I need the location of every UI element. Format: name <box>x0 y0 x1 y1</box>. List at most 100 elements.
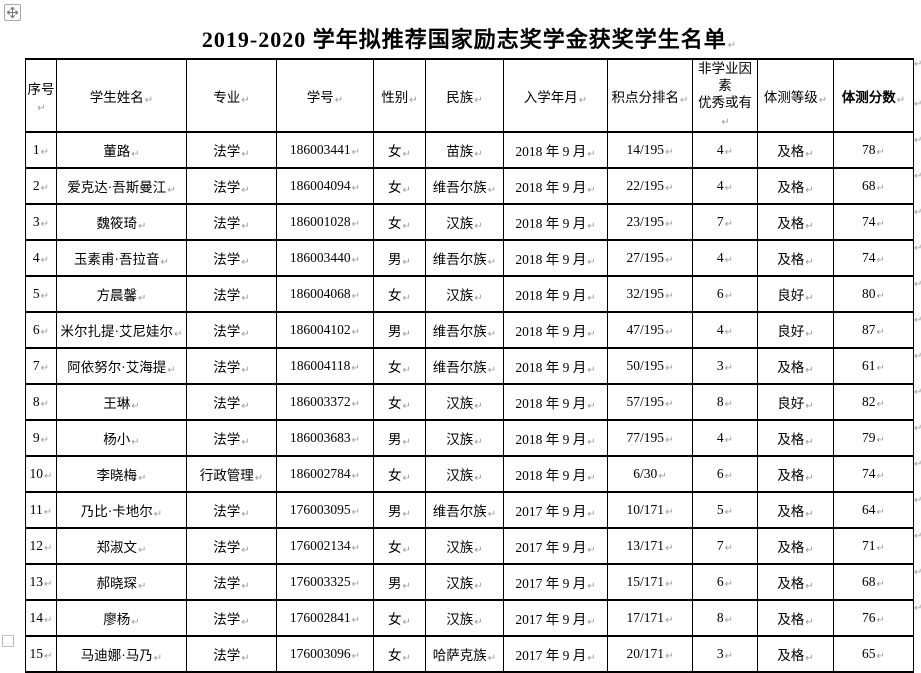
end-of-row-slot: ↵ <box>914 566 921 602</box>
cell-fitness-score: 74↵ <box>833 239 914 277</box>
end-of-cell-mark-icon: ↵ <box>138 221 147 232</box>
cell-fitness-score: 71↵ <box>833 527 914 565</box>
end-of-row-mark-icon: ↵ <box>914 567 921 578</box>
cell-fitness-score: 68↵ <box>833 167 914 205</box>
end-of-cell-mark-icon: ↵ <box>724 543 734 554</box>
table-row: 14↵ 廖杨↵ 法学↵ 176002841↵ 女↵ 汉族↵ 2017 年 9 月↵ 17/17… <box>25 599 914 637</box>
end-of-cell-mark-icon: ↵ <box>402 257 411 268</box>
cell-enroll-date: 2018 年 9 月↵ <box>503 383 608 421</box>
cell-major: 法学↵ <box>186 599 277 637</box>
end-of-cell-mark-icon: ↵ <box>351 219 361 230</box>
end-of-row-mark-icon: ↵ <box>914 279 921 290</box>
end-of-cell-mark-icon: ↵ <box>587 617 596 628</box>
end-of-cell-mark-icon: ↵ <box>876 615 885 626</box>
end-of-cell-mark-icon: ↵ <box>665 399 674 410</box>
cell-name: 杨小↵ <box>56 419 187 457</box>
cell-major: 法学↵ <box>186 635 277 673</box>
cell-name: 米尔扎提·艾尼娃尔↵ <box>56 311 187 349</box>
end-of-cell-mark-icon: ↵ <box>44 615 53 626</box>
end-of-cell-mark-icon: ↵ <box>351 255 361 266</box>
table-row: 7↵ 阿依努尔·艾海提↵ 法学↵ 186004118↵ 女↵ 维吾尔族↵ 2018 年 9 … <box>25 347 914 385</box>
end-of-cell-mark-icon: ↵ <box>876 651 885 662</box>
end-of-cell-mark-icon: ↵ <box>665 291 674 302</box>
end-of-cell-mark-icon: ↵ <box>131 437 140 448</box>
end-of-cell-mark-icon: ↵ <box>876 435 885 446</box>
cell-non-academic: 8↵ <box>692 599 758 637</box>
end-of-cell-mark-icon: ↵ <box>138 293 147 304</box>
cell-serial: 2↵ <box>25 167 57 205</box>
end-of-cell-mark-icon: ↵ <box>587 293 596 304</box>
cell-enroll-date: 2018 年 9 月↵ <box>503 275 608 313</box>
cell-gender: 男↵ <box>373 311 426 349</box>
cell-gpa-rank: 14/195↵ <box>607 131 693 169</box>
cell-major: 行政管理↵ <box>186 455 277 493</box>
cell-serial: 1↵ <box>25 131 57 169</box>
table-move-handle[interactable] <box>4 4 21 21</box>
cell-major: 法学↵ <box>186 563 277 601</box>
end-of-cell-mark-icon: ↵ <box>805 581 814 592</box>
cell-non-academic: 6↵ <box>692 275 758 313</box>
cell-major: 法学↵ <box>186 419 277 457</box>
end-of-cell-mark-icon: ↵ <box>241 653 250 664</box>
end-of-cell-mark-icon: ↵ <box>474 149 483 160</box>
scholarship-table: 序号↵ 学生姓名↵ 专业↵ 学号↵ 性别↵ 民族↵ 入学年月↵ 积点分排名↵ 非学业因素 优秀或… <box>25 58 914 673</box>
end-of-cell-mark-icon: ↵ <box>805 473 814 484</box>
cell-ethnicity: 哈萨克族↵ <box>425 635 504 673</box>
end-of-cell-mark-icon: ↵ <box>665 507 674 518</box>
cell-fitness-score: 64↵ <box>833 491 914 529</box>
end-of-cell-mark-icon: ↵ <box>351 471 361 482</box>
end-of-row-slot: ↵ <box>914 98 921 134</box>
cell-ethnicity: 维吾尔族↵ <box>425 491 504 529</box>
cell-ethnicity: 汉族↵ <box>425 203 504 241</box>
cell-enroll-date: 2018 年 9 月↵ <box>503 311 608 349</box>
cell-student-id: 186004094↵ <box>276 167 374 205</box>
cell-gpa-rank: 6/30↵ <box>607 455 693 493</box>
end-of-cell-mark-icon: ↵ <box>40 183 50 194</box>
end-of-cell-mark-icon: ↵ <box>40 435 50 446</box>
table-row: 8↵ 王琳↵ 法学↵ 186003372↵ 女↵ 汉族↵ 2018 年 9 月↵ 57/195… <box>25 383 914 421</box>
end-of-cell-mark-icon: ↵ <box>876 291 885 302</box>
cell-gpa-rank: 47/195↵ <box>607 311 693 349</box>
cell-ethnicity: 汉族↵ <box>425 275 504 313</box>
cell-student-id: 186004102↵ <box>276 311 374 349</box>
end-of-cell-mark-icon: ↵ <box>144 94 154 106</box>
end-of-cell-mark-icon: ↵ <box>487 257 497 268</box>
cell-fitness-grade: 及格↵ <box>757 455 834 493</box>
end-of-row-mark-icon: ↵ <box>914 423 921 434</box>
end-of-row-slot: ↵ <box>914 422 921 458</box>
col-header-major: 专业↵ <box>186 58 277 133</box>
end-of-cell-mark-icon: ↵ <box>805 545 814 556</box>
end-of-cell-mark-icon: ↵ <box>665 255 674 266</box>
cell-gender: 女↵ <box>373 275 426 313</box>
end-of-cell-mark-icon: ↵ <box>131 401 140 412</box>
cell-name: 马迪娜·马乃↵ <box>56 635 187 673</box>
end-of-cell-mark-icon: ↵ <box>587 509 596 520</box>
end-of-cell-mark-icon: ↵ <box>876 327 885 338</box>
end-of-cell-mark-icon: ↵ <box>876 399 885 410</box>
cell-non-academic: 4↵ <box>692 239 758 277</box>
end-of-cell-mark-icon: ↵ <box>876 507 885 518</box>
end-of-cell-mark-icon: ↵ <box>153 653 163 664</box>
end-of-cell-mark-icon: ↵ <box>402 221 411 232</box>
end-of-cell-mark-icon: ↵ <box>487 329 497 340</box>
end-of-cell-mark-icon: ↵ <box>587 473 596 484</box>
move-icon <box>7 7 18 18</box>
next-page-table-handle <box>2 635 14 647</box>
cell-fitness-score: 78↵ <box>833 131 914 169</box>
end-of-cell-mark-icon: ↵ <box>474 401 483 412</box>
cell-student-id: 186003372↵ <box>276 383 374 421</box>
end-of-cell-mark-icon: ↵ <box>40 219 50 230</box>
end-of-cell-mark-icon: ↵ <box>587 257 596 268</box>
cell-serial: 10↵ <box>25 455 57 493</box>
end-of-cell-mark-icon: ↵ <box>665 543 674 554</box>
col-header-enroll-date: 入学年月↵ <box>503 58 608 133</box>
cell-gender: 男↵ <box>373 563 426 601</box>
cell-fitness-grade: 及格↵ <box>757 527 834 565</box>
end-of-cell-mark-icon: ↵ <box>680 94 689 106</box>
cell-serial: 3↵ <box>25 203 57 241</box>
end-of-cell-mark-icon: ↵ <box>724 327 734 338</box>
cell-ethnicity: 维吾尔族↵ <box>425 239 504 277</box>
cell-enroll-date: 2018 年 9 月↵ <box>503 419 608 457</box>
col-header-gpa-rank: 积点分排名↵ <box>607 58 693 133</box>
cell-ethnicity: 维吾尔族↵ <box>425 311 504 349</box>
